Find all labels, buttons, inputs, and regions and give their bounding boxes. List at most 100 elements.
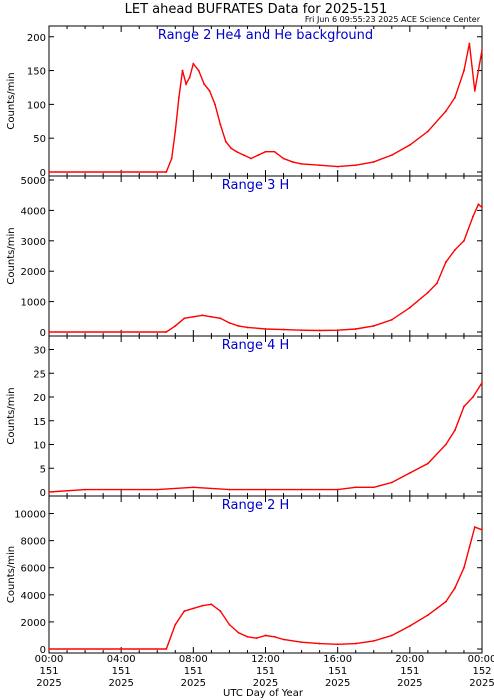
- data-point: [372, 160, 375, 163]
- y-tick-label: 2000: [21, 267, 46, 278]
- data-point: [426, 291, 429, 294]
- data-point: [426, 130, 429, 133]
- x-tick-label: 151: [328, 666, 347, 677]
- data-point: [426, 462, 429, 465]
- data-point: [372, 639, 375, 642]
- y-axis-label: Counts/min: [6, 72, 17, 129]
- series-line: [48, 382, 483, 493]
- data-point: [354, 486, 357, 489]
- data-point: [300, 641, 303, 644]
- data-point: [192, 486, 195, 489]
- figure-subtitle: Fri Jun 6 09:55:23 2025 ACE Science Cent…: [305, 15, 481, 24]
- x-tick-label: 151: [400, 666, 419, 677]
- data-point: [165, 648, 168, 650]
- data-point: [228, 623, 231, 626]
- data-point: [390, 154, 393, 156]
- data-point: [336, 165, 339, 168]
- y-tick-label: 25: [33, 369, 46, 380]
- y-tick-label: 3000: [21, 237, 46, 248]
- data-point: [120, 488, 123, 491]
- x-tick-label: 20:00: [395, 654, 424, 665]
- y-tick-label: 4000: [21, 591, 46, 602]
- y-tick-label: 200: [27, 33, 46, 44]
- data-point: [174, 130, 177, 133]
- data-point: [242, 154, 245, 156]
- data-point: [201, 314, 204, 317]
- y-tick-label: 20: [33, 393, 46, 404]
- y-tick-label: 2000: [21, 618, 46, 629]
- data-point: [188, 76, 191, 79]
- data-point: [445, 261, 447, 263]
- y-tick-label: 30: [33, 346, 46, 357]
- data-point: [445, 600, 447, 603]
- data-point: [473, 526, 476, 528]
- y-tick-label: 100: [27, 100, 46, 111]
- data-point: [228, 321, 231, 324]
- data-point: [224, 140, 227, 143]
- y-tick-label: 0: [40, 488, 46, 499]
- y-tick-label: 6000: [21, 564, 46, 575]
- x-tick-label: 2025: [36, 678, 61, 689]
- data-point: [372, 325, 375, 327]
- data-point: [120, 171, 123, 173]
- data-point: [192, 607, 195, 610]
- x-tick-label: 2025: [325, 678, 350, 689]
- panel-1: 0 50 100 150 200 Counts/min Range 2 He4 and He…: [6, 25, 483, 179]
- panel-title: Range 2 He4 and He background: [158, 28, 373, 43]
- series-line: [49, 43, 483, 173]
- data-point: [300, 488, 303, 491]
- data-point: [183, 610, 186, 612]
- data-point: [228, 488, 231, 491]
- data-point: [192, 315, 195, 318]
- y-tick-label: 15: [33, 417, 46, 428]
- x-tick-label: 152: [472, 666, 491, 677]
- data-point: [120, 648, 123, 650]
- x-tick-label: 2025: [397, 678, 422, 689]
- data-point: [468, 42, 471, 45]
- data-point: [273, 635, 276, 638]
- data-point: [454, 429, 456, 432]
- y-tick-label: 150: [27, 67, 46, 78]
- data-point: [183, 317, 186, 320]
- data-point: [472, 215, 474, 218]
- data-point: [214, 103, 216, 106]
- x-tick-label: 04:00: [107, 654, 136, 665]
- data-point: [174, 325, 177, 327]
- y-tick-label: 50: [33, 134, 46, 145]
- panel-title: Range 3 H: [222, 178, 290, 193]
- data-point: [435, 282, 438, 285]
- figure-title: LET ahead BUFRATES Data for 2025-151: [125, 2, 388, 17]
- data-point: [445, 443, 447, 446]
- x-tick-label: 151: [184, 666, 203, 677]
- data-point: [273, 150, 276, 153]
- y-tick-label: 0: [40, 645, 46, 656]
- data-point: [264, 634, 267, 637]
- data-point: [237, 631, 240, 634]
- data-point: [165, 171, 168, 173]
- x-tick-label: 151: [39, 666, 58, 677]
- data-point: [473, 89, 476, 92]
- data-point: [282, 157, 285, 160]
- data-point: [291, 160, 294, 163]
- data-point: [445, 110, 447, 113]
- data-point: [354, 164, 357, 167]
- x-axis-label: UTC Day of Year: [223, 688, 304, 699]
- data-point: [481, 49, 483, 52]
- data-point: [156, 488, 159, 491]
- data-point: [192, 62, 195, 65]
- data-point: [454, 249, 456, 251]
- data-point: [250, 157, 252, 160]
- data-point: [390, 318, 393, 321]
- panel-frame: [48, 175, 483, 337]
- x-tick-label: 2025: [469, 678, 494, 689]
- panel-frame: [48, 25, 483, 177]
- data-point: [246, 635, 249, 638]
- data-point: [468, 546, 471, 549]
- y-axis-label: Counts/min: [6, 227, 17, 284]
- data-point: [426, 614, 429, 617]
- y-axis-label: Counts/min: [6, 387, 17, 444]
- data-point: [181, 69, 184, 72]
- panel-frame: [48, 495, 483, 654]
- y-tick-label: 10000: [14, 510, 46, 521]
